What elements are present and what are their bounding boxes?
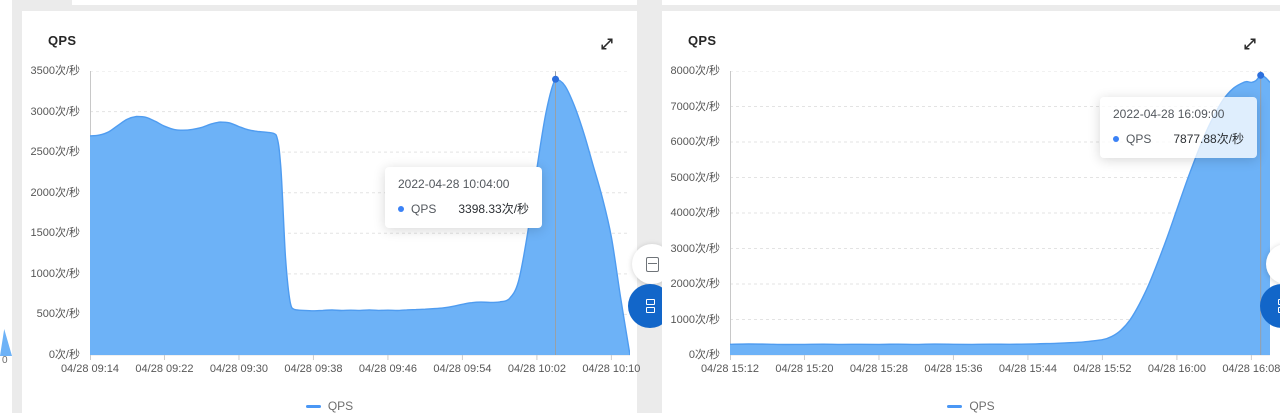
chart-title: QPS: [48, 33, 77, 48]
qps-chart-card-afternoon: QPS 0次/秒 1000次/秒 2000次/秒 3000次/秒 4000次/秒 5000…: [662, 11, 1280, 413]
y-axis-labels: 0次/秒 1000次/秒 2000次/秒 3000次/秒 4000次/秒 5000次/秒 6…: [662, 65, 724, 361]
card-above-right-edge: [662, 0, 1280, 5]
x-tick-label: 04/28 09:38: [284, 363, 343, 375]
tooltip-series-name: QPS: [411, 201, 437, 216]
tooltip-series-value: 7877.88次/秒: [1173, 132, 1245, 146]
x-tick-label: 04/28 15:36: [924, 363, 983, 375]
y-axis-labels: 0次/秒 500次/秒 1000次/秒 1500次/秒 2000次/秒 2500次/秒 30…: [22, 65, 84, 361]
legend-qps[interactable]: QPS: [22, 397, 637, 413]
y-tick-label: 4000次/秒: [670, 207, 720, 219]
x-axis-labels: 04/28 09:14 04/28 09:22 04/28 09:30 04/28 0…: [61, 362, 641, 378]
y-tick-label: 7000次/秒: [670, 100, 720, 113]
legend-marker-icon: [305, 404, 321, 408]
y-tick-label: 2500次/秒: [30, 146, 80, 159]
expand-icon[interactable]: [599, 35, 617, 53]
y-tick-label: 1500次/秒: [30, 227, 80, 240]
chart-title: QPS: [688, 33, 717, 48]
legend-label: QPS: [969, 399, 995, 413]
y-tick-label: 3500次/秒: [30, 65, 80, 77]
legend-label: QPS: [327, 399, 354, 413]
x-tick-label: 04/28 10:10: [582, 363, 641, 375]
tooltip-timestamp: 2022-04-28 10:04:00: [398, 177, 510, 191]
x-axis-labels: 04/28 15:12 04/28 15:20 04/28 15:28 04/28 1…: [701, 362, 1280, 378]
x-tick-label: 04/28 15:28: [849, 363, 909, 375]
chart-tooltip: 2022-04-28 16:09:00 QPS 7877.88次/秒: [1100, 97, 1258, 158]
grid-icon: [1277, 299, 1280, 313]
tooltip-series-value: 3398.33次/秒: [458, 202, 530, 216]
x-tick-label: 04/28 09:30: [209, 363, 269, 375]
y-tick-label: 5000次/秒: [670, 171, 720, 184]
y-tick-label: 6000次/秒: [670, 136, 720, 148]
grid-icon: [645, 299, 655, 313]
document-icon: [645, 256, 659, 272]
x-tick-label: 04/28 09:14: [60, 363, 120, 375]
x-tick-label: 04/28 16:08: [1222, 363, 1280, 375]
series-dot-icon: [1113, 135, 1119, 142]
y-tick-label: 2000次/秒: [670, 278, 720, 290]
x-tick-label: 04/28 15:12: [700, 363, 760, 375]
y-tick-label: 3000次/秒: [670, 242, 720, 255]
expand-icon[interactable]: [1242, 35, 1260, 53]
neighbor-area-peak: [0, 329, 12, 356]
x-tick-label: 04/28 15:20: [775, 363, 834, 375]
x-tick-label: 04/28 15:52: [1073, 363, 1132, 375]
x-tick-label: 04/28 09:46: [358, 363, 417, 375]
legend-qps[interactable]: QPS: [662, 397, 1280, 413]
x-tick-label: 04/28 09:22: [135, 363, 194, 375]
y-tick-label: 1000次/秒: [30, 267, 80, 280]
card-above-left-edge: [72, 0, 637, 5]
qps-chart-card-morning: QPS 0次/秒 500次/秒 1000次/秒 1500次/秒 2000次/秒 2500次…: [22, 11, 641, 413]
y-tick-label: 3000次/秒: [30, 105, 80, 118]
y-tick-label: 2000次/秒: [30, 186, 80, 199]
neighbor-y-zero-label: 0: [2, 355, 8, 366]
y-tick-label: 500次/秒: [36, 308, 80, 321]
x-tick-label: 04/28 16:00: [1147, 363, 1206, 375]
x-tick-label: 04/28 09:54: [433, 363, 492, 375]
y-tick-label: 0次/秒: [688, 349, 720, 361]
legend-marker-icon: [947, 404, 963, 408]
y-tick-label: 0次/秒: [48, 349, 80, 361]
y-tick-label: 8000次/秒: [670, 65, 720, 77]
neighbor-chart-sliver: 0: [0, 0, 12, 413]
y-tick-label: 1000次/秒: [670, 313, 720, 326]
tooltip-timestamp: 2022-04-28 16:09:00: [1113, 107, 1225, 121]
series-dot-icon: [398, 205, 404, 212]
chart-canvas[interactable]: [729, 67, 1271, 363]
chart-canvas[interactable]: [89, 70, 631, 363]
chart-tooltip: 2022-04-28 10:04:00 QPS 3398.33次/秒: [385, 167, 543, 228]
x-tick-label: 04/28 15:44: [998, 363, 1057, 375]
widget-grid-button[interactable]: [1260, 284, 1280, 328]
x-tick-label: 04/28 10:02: [507, 363, 566, 375]
tooltip-series-name: QPS: [1126, 131, 1152, 146]
